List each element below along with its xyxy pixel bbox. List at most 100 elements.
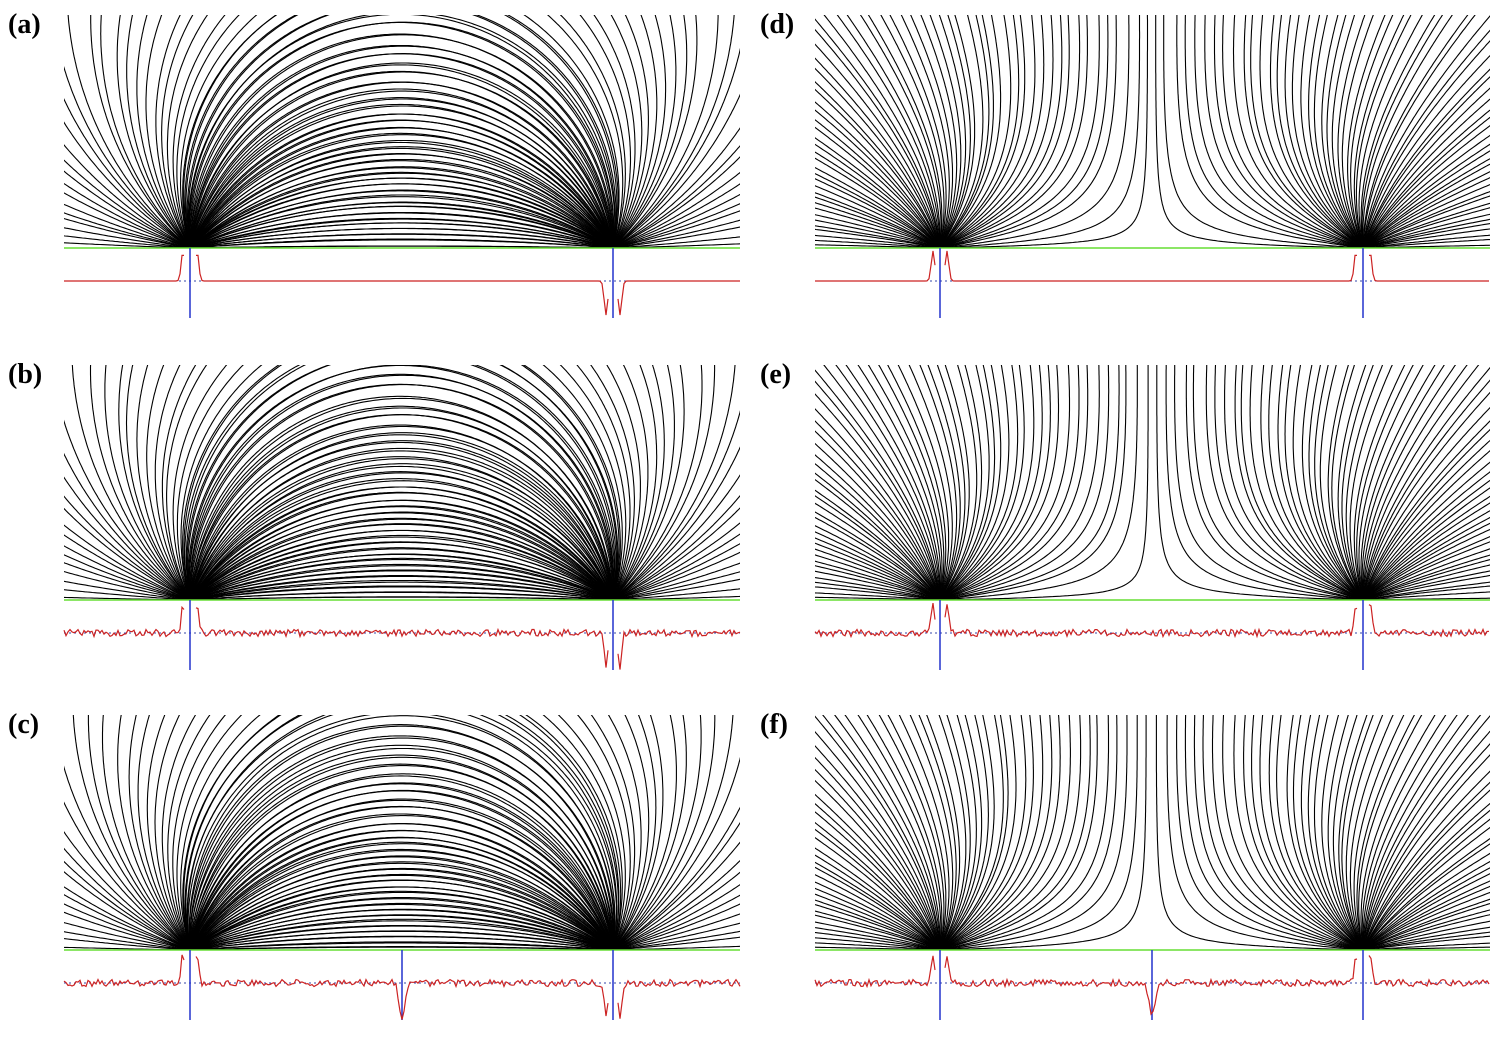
field-line	[1362, 789, 1490, 951]
field-line	[1174, 365, 1364, 601]
field-line	[612, 715, 650, 951]
field-line	[192, 559, 614, 601]
field-line	[190, 217, 614, 249]
field-line	[815, 560, 941, 601]
field-line	[1192, 365, 1364, 601]
field-line	[136, 15, 191, 249]
field-line	[823, 365, 941, 601]
field-line	[189, 581, 612, 601]
field-line	[612, 446, 740, 601]
field-line	[1353, 15, 1405, 249]
field-line	[1362, 715, 1458, 951]
field-line	[189, 44, 614, 249]
field-line	[64, 911, 191, 951]
field-line	[815, 151, 941, 249]
field-line	[612, 715, 657, 951]
field-line	[64, 801, 191, 951]
field-line	[192, 553, 614, 601]
field-line	[939, 715, 1061, 951]
field-line	[190, 434, 614, 601]
field-line	[939, 15, 990, 249]
field-line	[939, 15, 1026, 249]
field-line	[1250, 15, 1364, 249]
field-line	[1362, 902, 1490, 951]
field-line	[815, 472, 941, 601]
field-line	[1165, 365, 1364, 601]
field-line	[189, 97, 614, 249]
field-line	[176, 15, 240, 249]
field-line	[1362, 873, 1490, 951]
field-line	[190, 486, 614, 601]
field-line	[72, 715, 191, 951]
field-line	[191, 536, 614, 601]
field-line	[815, 779, 941, 951]
field-line	[939, 365, 978, 601]
field-line	[1361, 715, 1447, 951]
field-line	[184, 15, 618, 249]
field-line	[190, 790, 614, 951]
field-line	[64, 938, 191, 951]
field-line	[182, 715, 620, 951]
field-line	[590, 715, 636, 951]
field-line	[1326, 15, 1364, 249]
field-line	[190, 471, 614, 601]
field-line	[938, 715, 967, 951]
field-line	[64, 192, 191, 249]
field-line	[190, 132, 614, 249]
field-line	[612, 127, 740, 249]
field-line	[1260, 365, 1364, 601]
field-line	[190, 836, 614, 951]
field-line	[939, 365, 1010, 601]
field-line	[939, 715, 989, 951]
field-line	[191, 506, 614, 601]
field-line	[1234, 365, 1364, 601]
field-line	[101, 715, 191, 951]
field-line	[64, 922, 191, 951]
field-line	[612, 15, 688, 249]
field-line	[1362, 909, 1490, 951]
field-line	[189, 33, 614, 249]
field-line	[612, 47, 740, 249]
field-line	[190, 160, 614, 249]
field-line	[815, 192, 941, 249]
field-line	[607, 715, 642, 951]
field-line	[191, 529, 614, 601]
panel-label: (a)	[8, 9, 41, 40]
field-line	[897, 365, 950, 601]
field-line	[815, 207, 941, 249]
field-line	[1155, 15, 1364, 249]
field-line	[546, 15, 624, 249]
field-lines	[64, 15, 740, 249]
field-line	[1362, 479, 1490, 601]
field-line	[192, 202, 614, 249]
field-line	[190, 517, 614, 601]
field-line	[612, 410, 740, 601]
signal-trace	[815, 250, 1489, 282]
field-line	[1362, 581, 1490, 601]
field-line	[189, 374, 615, 601]
field-line	[612, 884, 740, 951]
field-line	[612, 365, 649, 601]
field-line	[1202, 715, 1364, 951]
field-line	[815, 454, 941, 601]
field-line	[1362, 195, 1490, 249]
field-line	[1362, 548, 1490, 601]
field-line	[1362, 867, 1490, 951]
field-line	[190, 541, 614, 601]
field-line	[189, 405, 614, 601]
field-line	[117, 715, 191, 951]
field-line	[929, 15, 962, 249]
field-lines	[815, 715, 1490, 951]
field-line	[815, 143, 941, 249]
field-line	[1362, 40, 1490, 249]
field-line	[191, 523, 614, 601]
field-line	[64, 121, 191, 249]
field-line	[612, 894, 740, 951]
field-line	[1362, 781, 1490, 951]
field-line	[939, 365, 1127, 601]
field-line	[192, 570, 614, 601]
field-line	[64, 227, 191, 249]
field-line	[815, 502, 941, 601]
field-line	[1362, 715, 1482, 951]
field-line	[64, 507, 191, 601]
